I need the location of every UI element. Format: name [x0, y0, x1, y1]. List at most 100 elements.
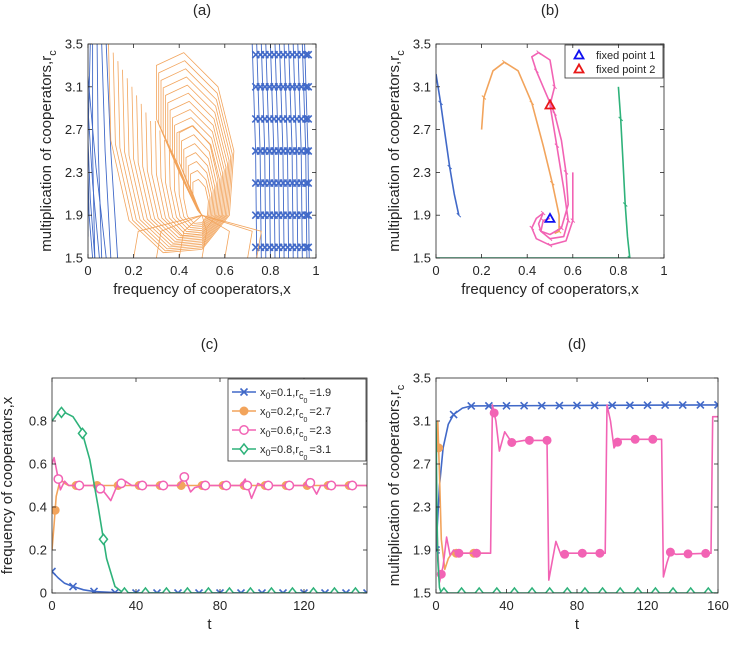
series-marker-blue: [52, 567, 57, 576]
series-marker-orange: [436, 443, 444, 453]
series-marker-green: [597, 586, 608, 593]
legend-var-x: x: [260, 387, 266, 399]
streamline-arrow: [301, 50, 311, 59]
y-axis-label-subscript: c: [47, 50, 59, 56]
series-marker-pink: [263, 480, 274, 491]
legend-var-r: r: [295, 444, 299, 456]
y-tick-label: 1.9: [413, 543, 431, 558]
x-tick-label: 0: [432, 598, 439, 613]
series-marker-pink: [200, 480, 211, 491]
legend-subsub: 0: [303, 398, 307, 405]
legend-label: x0=0.1,rc0=1.9: [260, 387, 331, 405]
series-marker-green: [632, 586, 643, 593]
legend-sub: c: [299, 448, 304, 458]
legend-var-x: x: [260, 406, 266, 418]
legend-eq: =: [309, 406, 315, 418]
series-marker-green: [308, 586, 319, 593]
streamline-orange: [201, 214, 262, 258]
series-marker-pink: [179, 471, 190, 482]
series-marker-green: [703, 586, 714, 593]
x-tick-label: 0: [432, 263, 439, 278]
series-marker-green: [456, 586, 467, 593]
direction-tick: [547, 236, 553, 242]
series-line-green: [436, 420, 718, 593]
streamline-arrow: [301, 243, 311, 252]
axes-box: [435, 377, 719, 594]
legend-subsub: 0: [303, 417, 307, 424]
streamline-orange: [201, 215, 207, 258]
subplot-title: (b): [541, 2, 559, 19]
series-marker-pink: [701, 548, 711, 558]
streamline-arrow: [304, 82, 313, 91]
x-tick-label: 40: [129, 598, 143, 613]
y-tick-label: 1.5: [413, 251, 431, 266]
subplot-c: 0 40 80 120 0 0.2 0.4 0.6 0.8 (c) t frequency of co…: [0, 336, 368, 633]
legend-x0-value: 0.8: [277, 444, 292, 456]
legend-sub: c: [299, 429, 304, 439]
direction-tick: [622, 202, 628, 207]
legend-var-x: x: [260, 444, 266, 456]
direction-tick: [559, 225, 564, 231]
streamline-orange: [150, 120, 220, 237]
legend-comma: ,: [292, 406, 295, 418]
legend-rc0-value: 3.1: [316, 444, 331, 456]
series-marker-pink: [137, 480, 148, 491]
legend-comma: ,: [292, 387, 295, 399]
series-marker-green: [77, 427, 88, 440]
y-tick-label: 3.1: [65, 79, 83, 94]
plot-area: [436, 50, 631, 258]
series-marker-blue: [449, 410, 458, 419]
x-axis-label: frequency of cooperators,x: [461, 281, 639, 298]
x-tick-label: 0.6: [216, 263, 234, 278]
legend-marker-blue: [239, 387, 249, 397]
series-marker-blue: [89, 587, 99, 593]
direction-tick: [627, 255, 631, 258]
direction-tick: [552, 84, 557, 90]
series-marker-blue: [68, 582, 78, 591]
series-marker-pink: [577, 548, 587, 558]
x-tick-label: 0.8: [261, 263, 279, 278]
direction-tick: [618, 116, 624, 122]
legend-eq: =: [309, 387, 315, 399]
y-tick-label: 1.9: [65, 208, 83, 223]
series-marker-green: [544, 586, 555, 593]
series-marker-pink: [116, 478, 127, 489]
series-marker-blue: [502, 401, 511, 410]
legend-marker-orange: [239, 406, 249, 416]
streamline-blue: [88, 108, 100, 258]
series-marker-green: [685, 586, 696, 593]
legend-x0-value: 0.2: [277, 406, 292, 418]
trajectory-green: [617, 86, 631, 258]
series-marker-blue: [608, 401, 617, 410]
y-tick-label: 2.7: [413, 122, 431, 137]
y-axis-label: multiplication of cooperators,rc: [386, 50, 407, 252]
streamline-orange: [201, 214, 230, 258]
series-marker-pink: [507, 438, 517, 447]
series-marker-green: [474, 586, 485, 593]
series-marker-green: [56, 406, 67, 419]
series-marker-pink: [454, 548, 464, 558]
x-tick-label: 0.4: [518, 263, 536, 278]
direction-tick: [554, 143, 560, 149]
axes-box: [87, 43, 317, 259]
legend-comma: ,: [292, 425, 295, 437]
streamline-arrow: [304, 243, 313, 252]
series-marker-green: [650, 586, 661, 593]
streamline-orange: [201, 214, 253, 258]
y-axis-label: multiplication of cooperators,rc: [386, 384, 407, 586]
legend-eq: =: [271, 387, 277, 399]
legend-var-r: r: [295, 425, 299, 437]
legend-label-fixed-point-2: fixed point 2: [596, 64, 655, 76]
x-tick-label: 1: [660, 263, 667, 278]
streamline-arrow: [304, 50, 313, 59]
y-tick-label: 2.3: [413, 500, 431, 515]
series-marker-blue: [278, 588, 288, 593]
trajectory-blue: [436, 73, 460, 216]
streamline-orange: [178, 214, 203, 258]
series-marker-pink: [648, 434, 658, 444]
legend-eq: =: [309, 425, 315, 437]
legend-comma: ,: [292, 444, 295, 456]
series-marker-blue: [131, 588, 141, 593]
direction-tick: [563, 170, 569, 175]
series-marker-green: [98, 533, 109, 546]
